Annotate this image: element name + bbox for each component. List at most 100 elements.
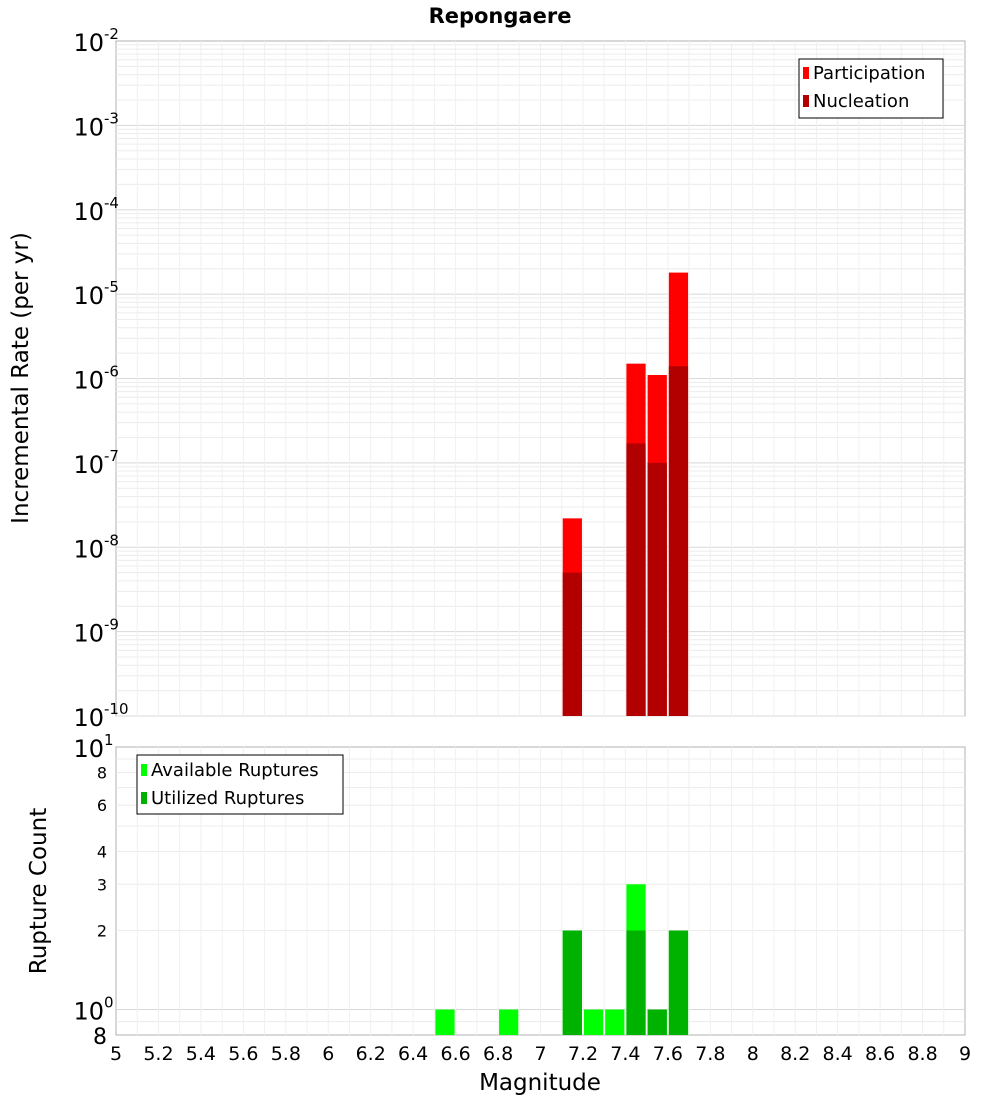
rate-y-tick: 10 -9 (73, 616, 119, 648)
utilized-bar (668, 930, 689, 1035)
count-y-tick-label: 8 (97, 763, 107, 782)
nucleation-bar (562, 572, 582, 716)
count-y-tick-exponent: 1 (104, 731, 114, 749)
rate-y-tick-base: 10 (73, 704, 104, 732)
x-tick-label: 6.8 (483, 1043, 513, 1065)
count-y-tick: 8 (97, 763, 107, 782)
x-axis-label: Magnitude (479, 1070, 601, 1096)
rate-y-tick-exponent: -3 (104, 109, 119, 127)
count-y-tick-base: 10 (73, 998, 104, 1026)
chart-title: Repongaere (429, 4, 572, 28)
x-tick-label: 8.8 (907, 1043, 937, 1065)
rate-y-tick-exponent: -10 (104, 700, 129, 718)
count-y-tick-base: 10 (73, 735, 104, 763)
available-legend-label: Available Ruptures (151, 760, 319, 781)
participation-legend-label: Participation (813, 63, 925, 84)
rate-y-tick-base: 10 (73, 113, 104, 141)
rate-y-tick: 10 -7 (73, 447, 119, 479)
utilized-legend-label: Utilized Ruptures (151, 788, 304, 809)
rate-y-tick-exponent: -5 (104, 278, 119, 296)
x-tick-label: 7 (534, 1043, 546, 1065)
count-y-tick: 8 (93, 1025, 107, 1050)
x-tick-label: 6.4 (398, 1043, 428, 1065)
x-tick-label: 5.8 (271, 1043, 301, 1065)
x-tick-label: 5 (110, 1043, 122, 1065)
x-tick-label: 9 (959, 1043, 971, 1065)
count-y-tick: 10 0 (73, 994, 113, 1026)
count-bars (435, 884, 689, 1035)
count-legend: Available Ruptures Utilized Ruptures (136, 754, 344, 815)
count-y-tick-label: 8 (93, 1025, 107, 1050)
nucleation-bar (647, 462, 667, 716)
x-tick-label: 7.8 (695, 1043, 725, 1065)
count-y-tick-label: 2 (97, 922, 107, 941)
utilized-legend-swatch (141, 792, 147, 804)
x-tick-label: 6 (322, 1043, 334, 1065)
nucleation-bar (626, 443, 646, 716)
rate-y-tick-base: 10 (73, 620, 104, 648)
count-y-tick-label: 6 (97, 796, 107, 815)
x-tick-label: 7.2 (568, 1043, 598, 1065)
rate-y-tick-exponent: -4 (104, 194, 119, 212)
rate-y-axis-label: Incremental Rate (per yr) (8, 232, 34, 524)
rate-y-tick-base: 10 (73, 198, 104, 226)
rate-y-tick-base: 10 (73, 451, 104, 479)
count-legend-box (136, 754, 344, 815)
utilized-bar (647, 1009, 667, 1035)
count-y-tick: 10 1 (73, 731, 113, 763)
rate-grid (116, 41, 965, 717)
x-tick-label: 5.2 (143, 1043, 173, 1065)
rate-legend-box (798, 58, 944, 119)
count-y-tick-exponent: 0 (104, 994, 114, 1012)
x-tick-label: 5.4 (186, 1043, 216, 1065)
count-y-tick: 2 (97, 922, 107, 941)
x-tick-label: 8 (747, 1043, 759, 1065)
x-tick-label: 7.4 (610, 1043, 640, 1065)
rate-legend: Participation Nucleation (798, 58, 944, 119)
available-bar (605, 1009, 625, 1035)
rate-y-tick-exponent: -7 (104, 447, 119, 465)
x-tick-label: 8.6 (865, 1043, 895, 1065)
rate-y-tick: 10 -6 (73, 363, 119, 395)
rate-y-tick-exponent: -2 (104, 25, 119, 43)
nucleation-legend-label: Nucleation (813, 91, 909, 112)
x-tick-label: 7.6 (653, 1043, 683, 1065)
x-tick-label: 6.6 (440, 1043, 470, 1065)
rate-y-tick-base: 10 (73, 535, 104, 563)
utilized-bar (562, 930, 582, 1035)
rate-y-tick-exponent: -9 (104, 616, 119, 634)
available-bar (435, 1009, 455, 1035)
available-legend-swatch (141, 764, 147, 776)
rate-y-tick: 10 -10 (73, 700, 128, 732)
rate-y-tick-base: 10 (73, 282, 104, 310)
rate-bars (562, 272, 689, 716)
available-bar (583, 1009, 604, 1035)
rate-y-tick-exponent: -8 (104, 531, 119, 549)
count-y-tick: 6 (97, 796, 107, 815)
rate-y-tick-base: 10 (73, 29, 104, 57)
participation-legend-swatch (803, 67, 809, 79)
x-tick-label: 8.4 (823, 1043, 853, 1065)
count-y-tick: 3 (97, 875, 107, 894)
rate-y-tick: 10 -3 (73, 109, 119, 141)
x-tick-label: 8.2 (780, 1043, 810, 1065)
count-y-axis-label: Rupture Count (26, 808, 52, 974)
rate-y-tick-exponent: -6 (104, 363, 119, 381)
count-y-tick-label: 4 (97, 842, 107, 861)
rate-y-tick: 10 -2 (73, 25, 119, 57)
x-tick-labels: 5 5.2 5.4 5.6 5.8 6 6.2 6.4 6.6 6.8 7 7.2 7.4 7.6 7.8 8… (110, 1043, 971, 1065)
nucleation-legend-swatch (803, 95, 809, 107)
nucleation-bar (668, 366, 689, 716)
rate-y-tick: 10 -4 (73, 194, 119, 226)
x-tick-label: 5.6 (228, 1043, 258, 1065)
rate-y-tick: 10 -5 (73, 278, 119, 310)
rate-y-tick: 10 -8 (73, 531, 119, 563)
rate-y-tick-base: 10 (73, 367, 104, 395)
count-y-tick-label: 3 (97, 875, 107, 894)
count-y-tick: 4 (97, 842, 107, 861)
